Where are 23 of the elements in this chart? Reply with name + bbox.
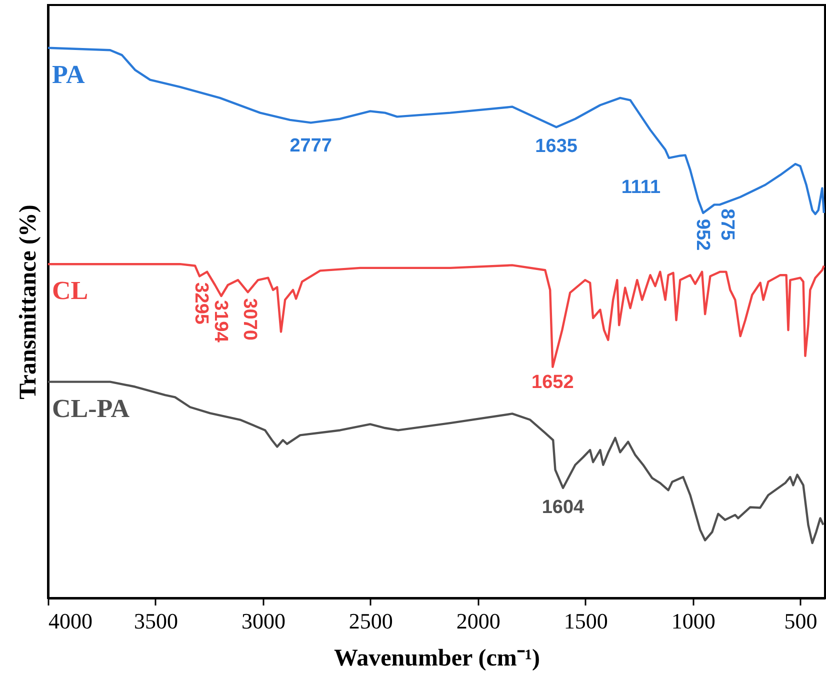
x-tick-label: 500 (784, 608, 818, 634)
annotation: 2777 (290, 136, 332, 157)
x-tick-label: 1000 (671, 608, 716, 634)
annotation: 1604 (542, 496, 585, 518)
annotation: 3295 (190, 282, 212, 325)
annotation: 952 (692, 218, 714, 251)
x-tick-label: 2000 (456, 608, 500, 634)
annotation: 875 (716, 208, 738, 241)
x-tick-label: 3500 (134, 608, 178, 634)
annotation: 1652 (532, 372, 574, 393)
x-tick-label: 2500 (348, 608, 393, 634)
x-tick-label: 1500 (564, 608, 608, 634)
annotation: 3070 (238, 298, 260, 340)
x-tick-label: 4000 (48, 608, 92, 634)
x-axis-title: Wavenumber (cm⁻¹) (334, 646, 540, 672)
x-tick-label: 3000 (241, 608, 286, 634)
annotation: 1111 (621, 176, 661, 198)
annotation: 1635 (535, 136, 578, 158)
annotation: 3194 (210, 300, 232, 343)
series-label: PA (52, 60, 85, 89)
series-label: CL-PA (52, 394, 130, 423)
series-label: CL (52, 276, 88, 306)
y-axis-title: Transmittance (%) (16, 204, 42, 400)
